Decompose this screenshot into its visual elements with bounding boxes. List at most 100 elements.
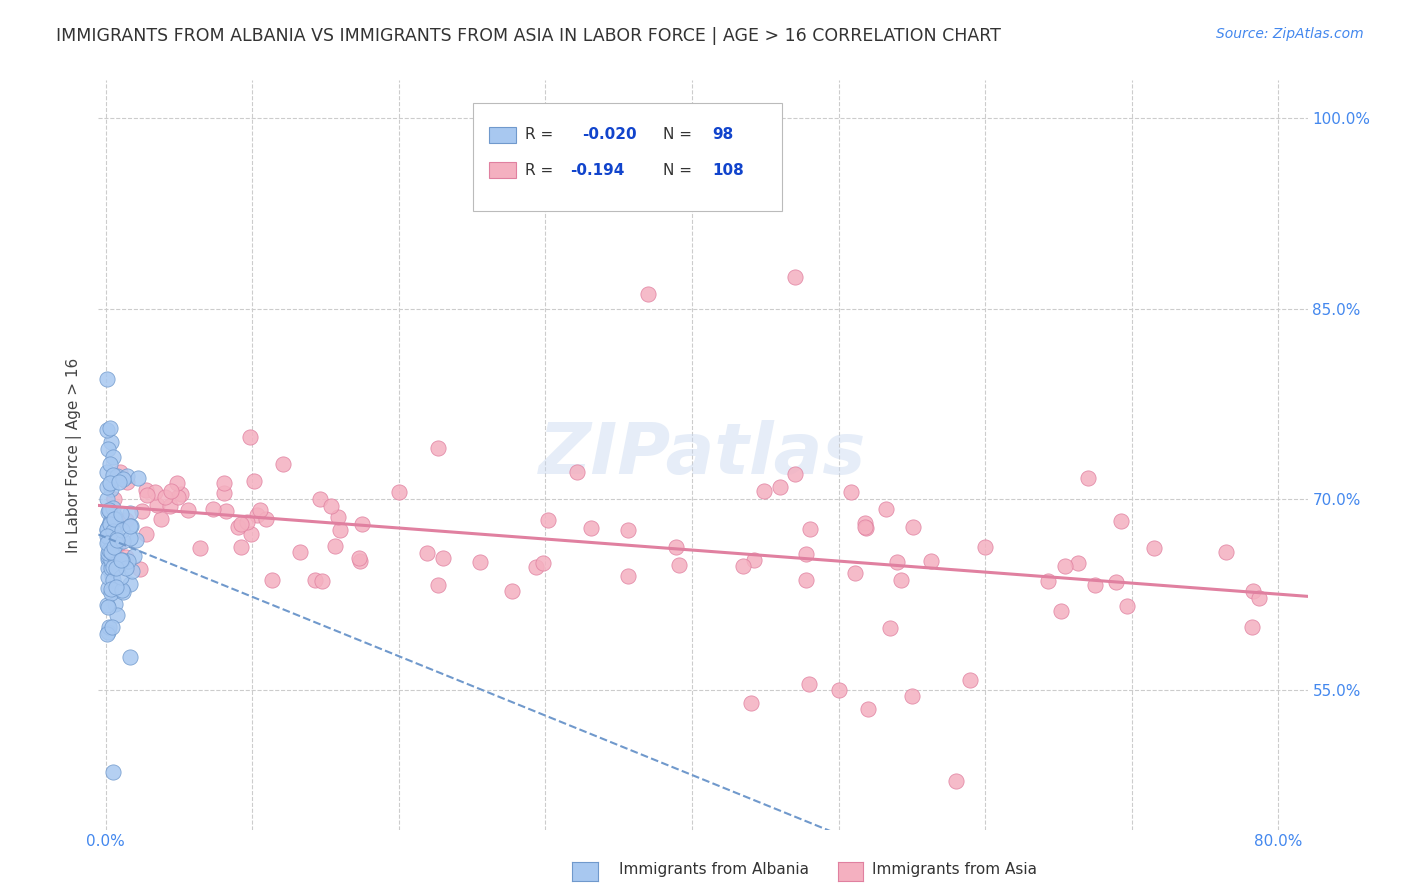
- Point: [101, 500, 124, 515]
- Text: R =: R =: [526, 128, 558, 143]
- Point: [98, 515, 121, 529]
- Point: [103, 524, 125, 539]
- Point: [101, 574, 124, 588]
- Point: [105, 517, 128, 532]
- Point: [108, 465, 131, 479]
- Point: [111, 553, 134, 567]
- Point: [844, 566, 866, 580]
- Point: [349, 554, 371, 568]
- Point: [426, 577, 449, 591]
- Point: [105, 580, 128, 594]
- Point: [111, 523, 134, 537]
- Point: [98, 516, 121, 531]
- Point: [1050, 604, 1073, 618]
- Point: [254, 511, 277, 525]
- Point: [100, 585, 122, 599]
- Point: [105, 608, 128, 623]
- Point: [288, 545, 311, 559]
- Point: [537, 513, 560, 527]
- Point: [103, 508, 125, 523]
- Point: [97, 599, 120, 614]
- Point: [97, 624, 120, 639]
- Point: [100, 561, 122, 575]
- Point: [96, 423, 118, 437]
- Point: [945, 774, 967, 789]
- Point: [131, 503, 153, 517]
- Point: [890, 573, 912, 587]
- Point: [668, 558, 690, 572]
- Point: [416, 546, 439, 560]
- Point: [226, 520, 249, 534]
- FancyBboxPatch shape: [474, 103, 782, 211]
- Point: [246, 508, 269, 523]
- Point: [100, 545, 122, 559]
- Point: [1243, 584, 1265, 599]
- Point: [783, 270, 806, 285]
- Point: [97, 442, 120, 456]
- Point: [105, 531, 128, 545]
- Point: [214, 475, 236, 490]
- Point: [120, 576, 142, 591]
- Point: [101, 569, 124, 583]
- Point: [97, 505, 120, 519]
- Point: [853, 516, 876, 530]
- Point: [920, 554, 942, 568]
- Point: [565, 465, 588, 479]
- Point: [103, 468, 125, 483]
- Point: [188, 541, 211, 556]
- Point: [96, 481, 118, 495]
- Point: [236, 515, 259, 529]
- Point: [1249, 591, 1271, 605]
- Point: [98, 503, 121, 517]
- Point: [101, 523, 124, 537]
- Point: [856, 702, 879, 716]
- Point: [1084, 577, 1107, 591]
- Point: [118, 519, 141, 533]
- Point: [323, 539, 346, 553]
- Point: [96, 491, 118, 506]
- Text: Immigrants from Albania: Immigrants from Albania: [619, 863, 808, 877]
- Point: [103, 538, 125, 552]
- Point: [98, 457, 121, 471]
- Point: [855, 521, 877, 535]
- Point: [1038, 574, 1060, 589]
- Point: [111, 472, 134, 486]
- Point: [243, 475, 266, 489]
- Point: [96, 522, 118, 536]
- Point: [427, 441, 450, 455]
- Point: [901, 520, 924, 534]
- Point: [97, 619, 120, 633]
- Point: [1215, 545, 1237, 559]
- Text: -0.194: -0.194: [569, 162, 624, 178]
- Point: [104, 512, 127, 526]
- Text: Immigrants from Asia: Immigrants from Asia: [872, 863, 1036, 877]
- Point: [97, 549, 120, 563]
- Point: [875, 501, 897, 516]
- Point: [1104, 575, 1126, 590]
- Point: [97, 520, 120, 534]
- Point: [120, 506, 142, 520]
- Point: [769, 480, 792, 494]
- Point: [103, 515, 125, 529]
- Point: [103, 540, 125, 554]
- Point: [239, 430, 262, 444]
- Point: [98, 532, 121, 546]
- Point: [214, 485, 236, 500]
- Point: [160, 483, 183, 498]
- Point: [101, 548, 124, 562]
- Point: [114, 550, 136, 565]
- Point: [329, 523, 352, 537]
- Point: [97, 535, 120, 549]
- Point: [101, 620, 124, 634]
- Y-axis label: In Labor Force | Age > 16: In Labor Force | Age > 16: [66, 358, 83, 552]
- Point: [159, 500, 181, 514]
- Point: [98, 543, 121, 558]
- Point: [117, 554, 139, 568]
- Point: [617, 523, 640, 537]
- Text: R =: R =: [526, 162, 558, 178]
- Point: [827, 682, 849, 697]
- Point: [115, 475, 138, 489]
- Point: [98, 503, 121, 517]
- Point: [110, 552, 132, 566]
- Point: [901, 690, 924, 704]
